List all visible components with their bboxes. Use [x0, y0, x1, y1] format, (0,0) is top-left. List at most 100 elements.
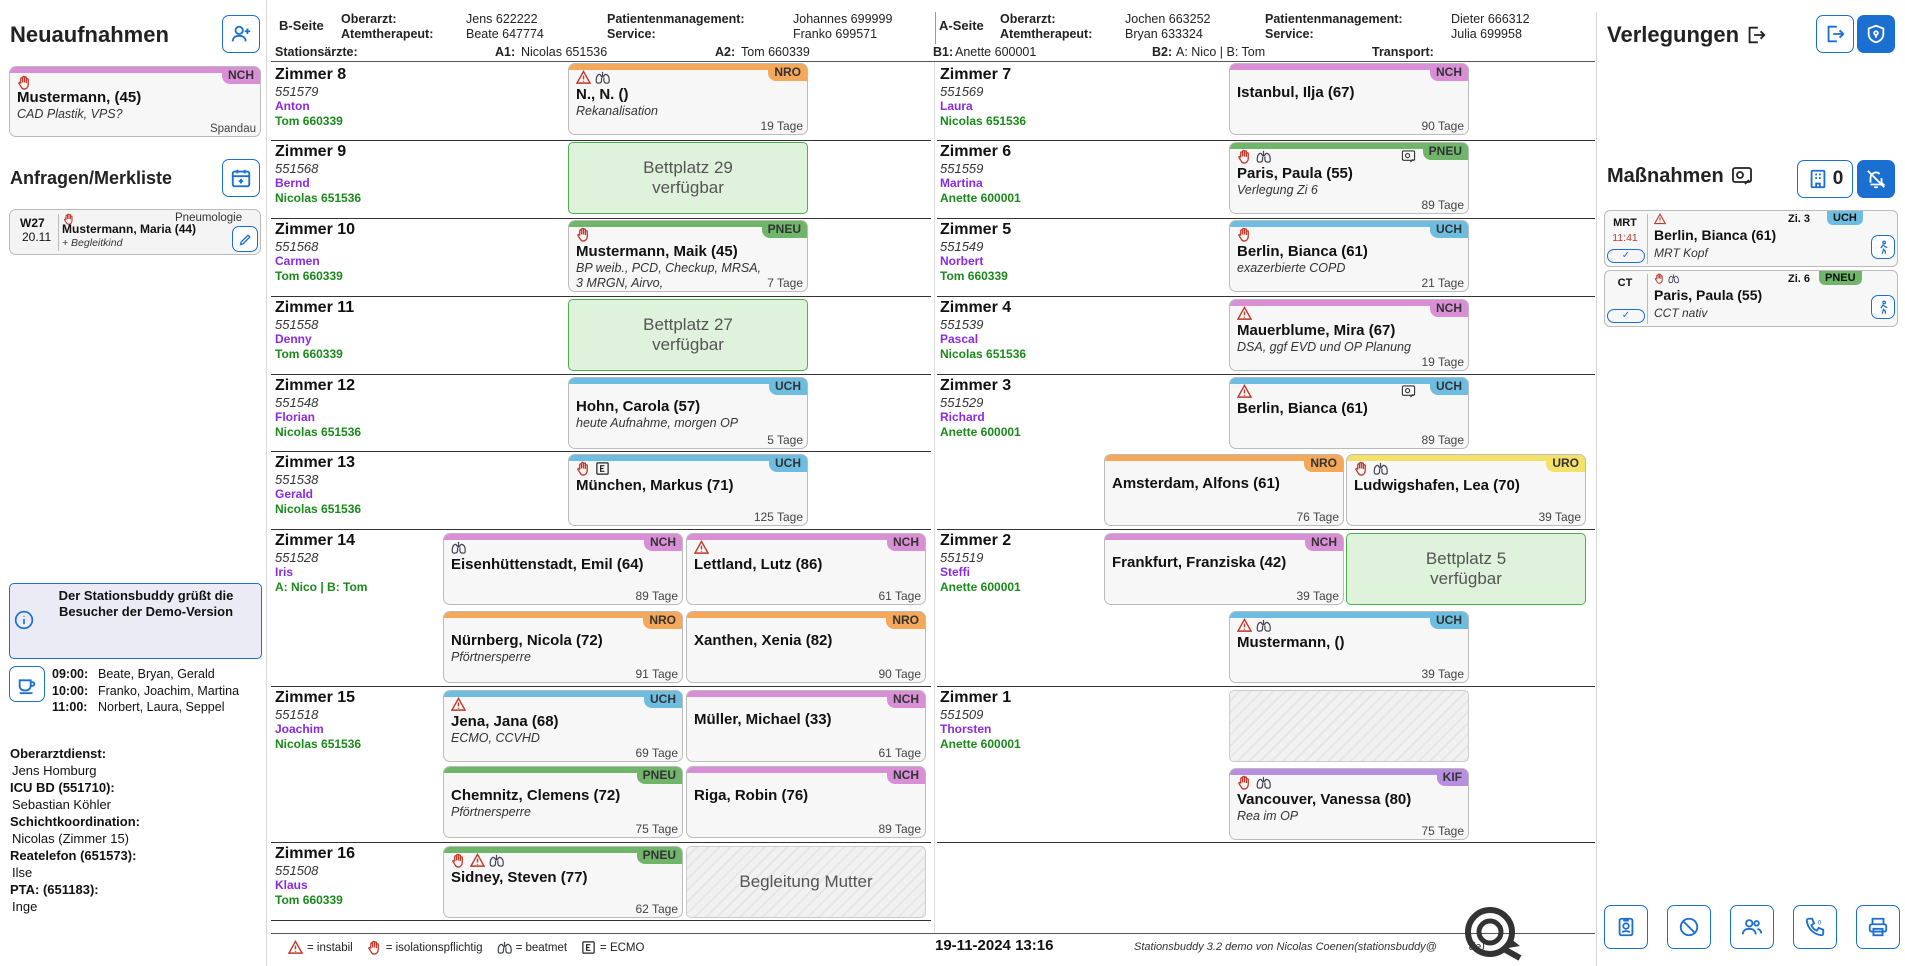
patient-card[interactable]: PNEU Mustermann, Maik (45) BP weib., PCD… [568, 220, 808, 292]
free-bed-slot[interactable]: Bettplatz 5 verfügbar [1346, 533, 1586, 605]
room-separator [271, 140, 931, 141]
room-b-2[interactable]: Zimmer 10 551568 Carmen Tom 660339 [275, 221, 355, 284]
room-a-2[interactable]: Zimmer 5 551549 Norbert Tom 660339 [940, 221, 1011, 284]
mute-button[interactable] [1857, 160, 1895, 198]
building-icon [1810, 169, 1826, 189]
measure-patient-name: Berlin, Bianca (61) [1654, 227, 1777, 243]
measure-type: CT [1617, 277, 1633, 289]
patient-card[interactable]: NCH Lettland, Lutz (86) 61 Tage [686, 533, 926, 605]
patient-card[interactable]: PNEU Chemnitz, Clemens (72) Pförtnersper… [443, 766, 683, 838]
coffee-break-button[interactable] [9, 666, 45, 702]
room-doctor: Anette 600001 [940, 191, 1021, 205]
specialty-bar [1230, 378, 1468, 384]
room-doctor: Nicolas 651536 [940, 347, 1027, 361]
admission-card[interactable]: NCH Mustermann, (45) CAD Plastik, VPS? S… [9, 66, 261, 137]
patient-card[interactable]: NCH Frankfurt, Franziska (42) 39 Tage [1104, 533, 1344, 605]
patient-card[interactable]: NRO Amsterdam, Alfons (61) 76 Tage [1104, 454, 1344, 526]
patient-card[interactable]: KIF Vancouver, Vanessa (80) Rea im OP 75… [1229, 768, 1469, 840]
b1-value: Anette 600001 [955, 45, 1037, 59]
staff-button[interactable] [1730, 905, 1774, 949]
patient-note: CAD Plastik, VPS? [17, 107, 123, 121]
blocked-bed-slot[interactable] [1229, 690, 1469, 762]
measures-count-button[interactable]: 0 [1797, 160, 1853, 198]
b-atem-value: Beate 647774 [466, 27, 544, 41]
room-separator [937, 296, 1595, 297]
info-icon [14, 610, 34, 630]
patient-days: 76 Tage [1296, 510, 1340, 524]
patient-card[interactable]: NRO Xanthen, Xenia (82) 90 Tage [686, 611, 926, 683]
room-a-1[interactable]: Zimmer 6 551559 Martina Anette 600001 [940, 143, 1021, 206]
patient-card[interactable]: PNEU Sidney, Steven (77) 62 Tage [443, 846, 683, 918]
print-button[interactable] [1856, 905, 1900, 949]
patient-card[interactable]: NCH Mauerblume, Mira (67) DSA, ggf EVD u… [1229, 299, 1469, 371]
measure-card[interactable]: CT ✓ Zi. 6 PNEU Paris, Paula (55) CCT na… [1604, 270, 1898, 327]
patient-note: Rekanalisation [576, 104, 658, 118]
patient-card[interactable]: NCH Eisenhüttenstadt, Emil (64) 89 Tage [443, 533, 683, 605]
badge-button[interactable] [1604, 905, 1648, 949]
patient-card[interactable]: NRO Nürnberg, Nicola (72) Pförtnersperre… [443, 611, 683, 683]
specialty-badge: PNEU [636, 767, 682, 784]
phone-button[interactable]: 0 [1793, 905, 1837, 949]
specialty-bar [1105, 534, 1343, 540]
measure-room: Zi. 3 [1788, 213, 1811, 225]
block-button[interactable] [1667, 905, 1711, 949]
right-panel: Verlegungen Maßnahmen 0 MRT 11:41 ✓ Zi. … [1596, 12, 1905, 966]
shield-button[interactable] [1857, 15, 1895, 53]
transfer-out-button[interactable] [1816, 15, 1854, 53]
scanner-icon [1401, 385, 1416, 398]
specialty-badge: UCH [1430, 221, 1468, 238]
specialty-badge: NCH [1430, 300, 1468, 317]
status-icons [576, 227, 591, 243]
patient-card[interactable]: NCH Istanbul, Ilja (67) 90 Tage [1229, 63, 1469, 135]
a1-label: A1: [495, 45, 516, 59]
room-b-5[interactable]: Zimmer 13 551538 Gerald Nicolas 651536 [275, 454, 361, 517]
patient-card[interactable]: UCH Berlin, Bianca (61) 89 Tage [1229, 377, 1469, 449]
room-a-0[interactable]: Zimmer 7 551569 Laura Nicolas 651536 [940, 66, 1026, 129]
room-a-3[interactable]: Zimmer 4 551539 Pascal Nicolas 651536 [940, 299, 1026, 362]
patient-card[interactable]: NRO N., N. () Rekanalisation 19 Tage [568, 63, 808, 135]
edit-request-button[interactable] [232, 226, 258, 252]
patient-card[interactable]: NCH Müller, Michael (33) 61 Tage [686, 690, 926, 762]
room-b-6[interactable]: Zimmer 14 551528 Iris A: Nico | B: Tom [275, 532, 367, 595]
room-phone: 551558 [275, 317, 319, 332]
free-bed-slot[interactable]: Bettplatz 29 verfügbar [568, 142, 808, 214]
walk-button[interactable] [1871, 295, 1895, 319]
room-a-6[interactable]: Zimmer 1 551509 Thorsten Anette 600001 [940, 689, 1021, 752]
walk-button[interactable] [1871, 235, 1895, 259]
confirm-pill[interactable]: ✓ [1607, 309, 1645, 323]
companion-slot[interactable]: Begleitung Mutter [686, 846, 926, 918]
room-b-0[interactable]: Zimmer 8 551579 Anton Tom 660339 [275, 66, 346, 129]
room-phone: 551539 [940, 317, 984, 332]
room-b-7[interactable]: Zimmer 15 551518 Joachim Nicolas 651536 [275, 689, 361, 752]
patient-card[interactable]: NCH Riga, Robin (76) 89 Tage [686, 766, 926, 838]
request-card[interactable]: W27 20.11 Pneumologie Mustermann, Maria … [9, 209, 261, 255]
patient-card[interactable]: UCH Berlin, Bianca (61) exazerbierte COP… [1229, 220, 1469, 292]
room-b-3[interactable]: Zimmer 11 551558 Denny Tom 660339 [275, 299, 354, 362]
room-doctor: Nicolas 651536 [275, 502, 362, 516]
room-doctor: Anette 600001 [940, 580, 1021, 594]
transfers-header: Verlegungen [1607, 22, 1767, 48]
room-b-4[interactable]: Zimmer 12 551548 Florian Nicolas 651536 [275, 377, 361, 440]
free-bed-slot[interactable]: Bettplatz 27 verfügbar [568, 299, 808, 371]
scanner-icon [1731, 167, 1752, 185]
confirm-pill[interactable]: ✓ [1607, 249, 1645, 263]
room-b-1[interactable]: Zimmer 9 551568 Bernd Nicolas 651536 [275, 143, 361, 206]
room-phone: 551569 [940, 84, 984, 99]
patient-days: 89 Tage [878, 822, 922, 836]
patient-card[interactable]: UCH München, Markus (71) 125 Tage [568, 454, 808, 526]
room-phone: 551559 [940, 161, 984, 176]
measure-card[interactable]: MRT 11:41 ✓ Zi. 3 UCH Berlin, Bianca (61… [1604, 210, 1898, 267]
room-a-4[interactable]: Zimmer 3 551529 Richard Anette 600001 [940, 377, 1021, 440]
room-b-8[interactable]: Zimmer 16 551508 Klaus Tom 660339 [275, 845, 355, 908]
refresh-logo-icon[interactable] [1452, 896, 1532, 964]
patient-card[interactable]: UCH Hohn, Carola (57) heute Aufnahme, mo… [568, 377, 808, 449]
patient-card[interactable]: UCH Jena, Jana (68) ECMO, CCVHD 69 Tage [443, 690, 683, 762]
patient-card[interactable]: URO Ludwigshafen, Lea (70) 39 Tage [1346, 454, 1586, 526]
add-request-button[interactable] [222, 159, 260, 197]
patient-card[interactable]: UCH Mustermann, () 39 Tage [1229, 611, 1469, 683]
status-icons [1237, 384, 1252, 400]
add-patient-button[interactable] [222, 15, 260, 53]
break-names: Franko, Joachim, Martina [98, 683, 240, 698]
room-a-5[interactable]: Zimmer 2 551519 Steffi Anette 600001 [940, 532, 1021, 595]
patient-card[interactable]: PNEU Paris, Paula (55) Verlegung Zi 6 89… [1229, 142, 1469, 214]
